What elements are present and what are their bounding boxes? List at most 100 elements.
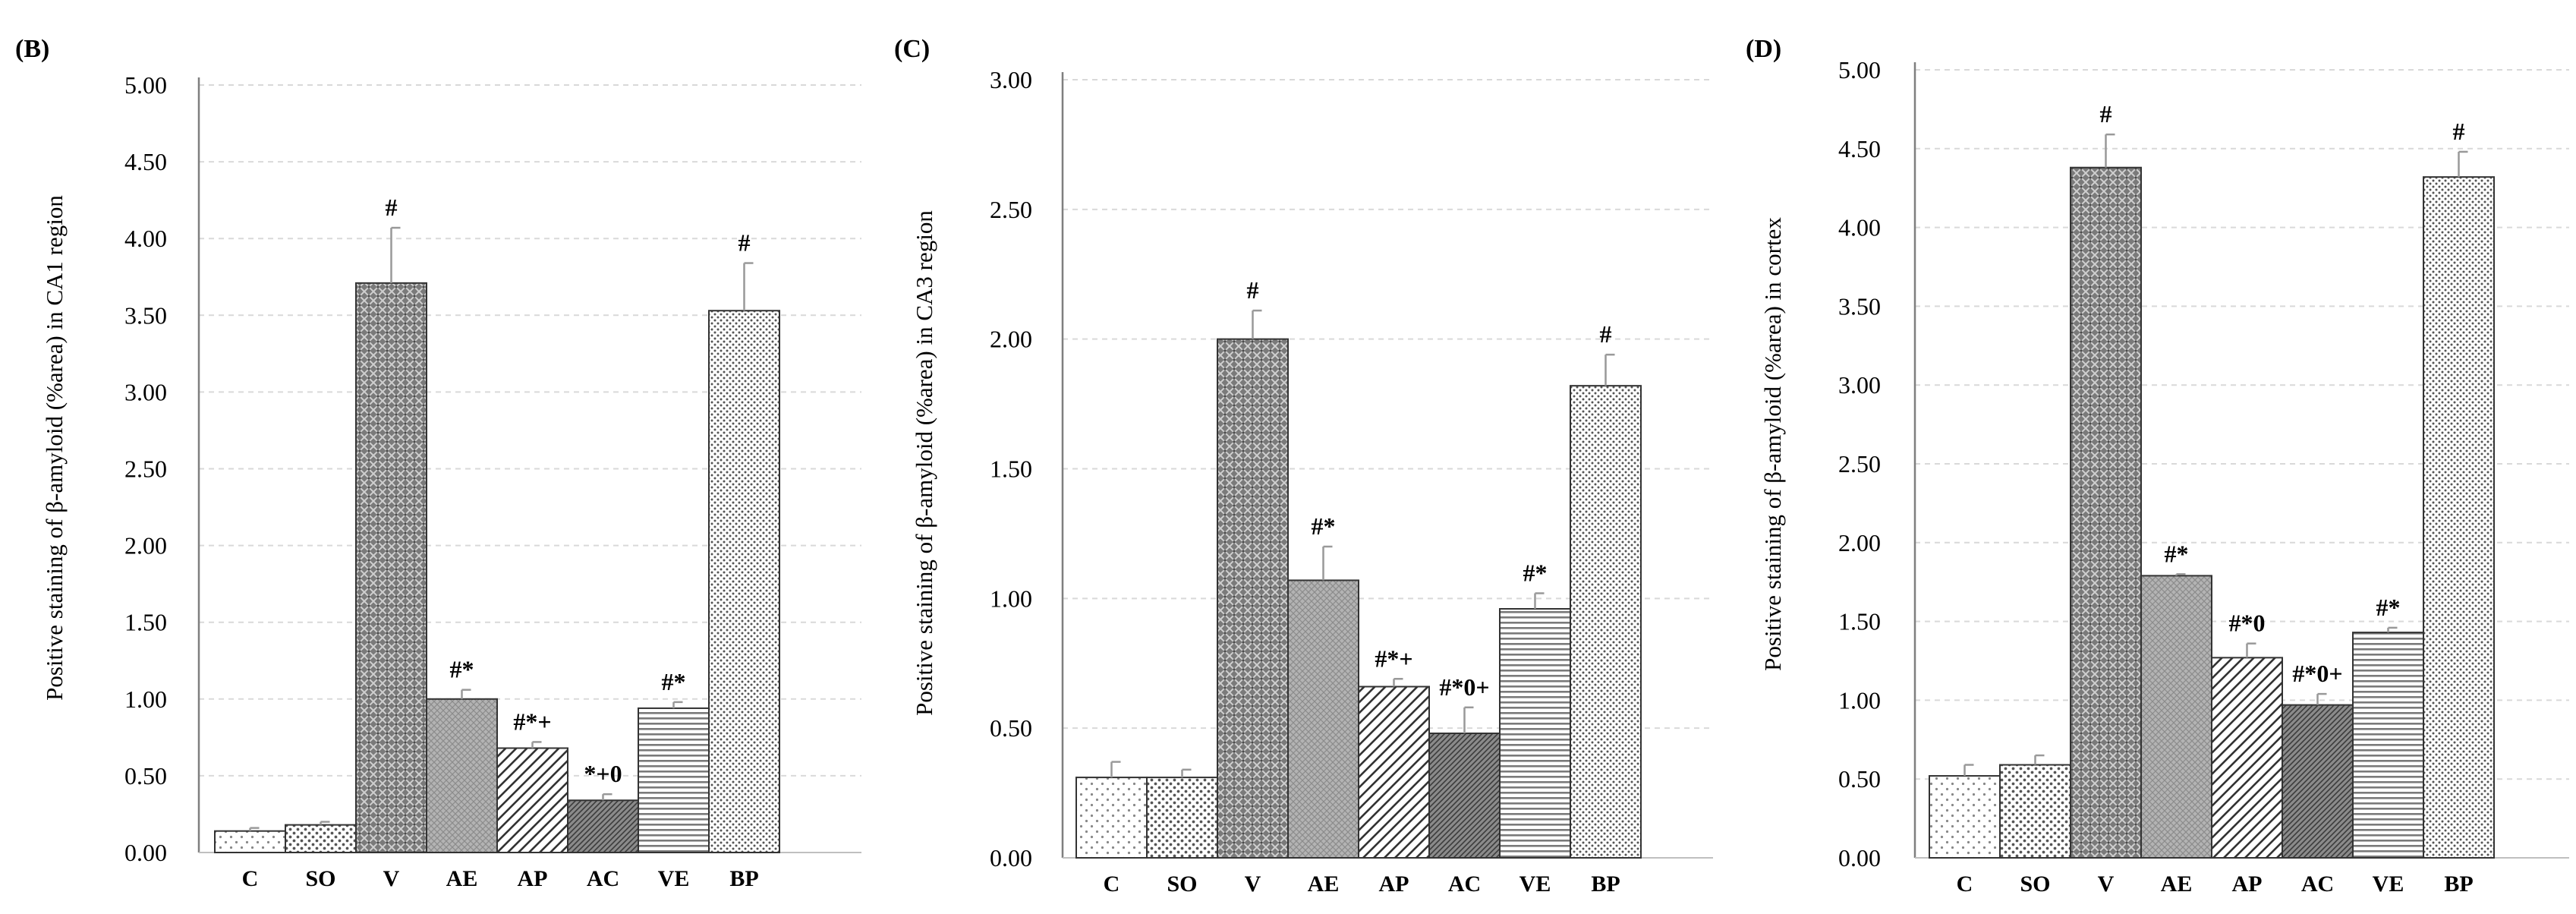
bar-ap [1358,686,1430,859]
y-tick-label: 1.50 [124,609,167,636]
bar-so [285,824,357,854]
y-tick-label: 5.00 [124,71,167,99]
significance-label: #* [1312,512,1336,540]
bar-c [214,830,286,854]
y-tick-label: 2.50 [124,455,167,483]
y-tick-label: 2.50 [1838,450,1881,477]
bar-ve [638,707,710,853]
y-axis-title: Positive staining of β-amyloid (%area) i… [1759,217,1786,671]
significance-label: #* [450,656,474,683]
bar-ac [567,799,639,853]
panel-label: (C) [894,35,930,63]
y-tick-label: 1.00 [990,585,1032,612]
significance-label: #*0 [2229,610,2266,637]
y-tick-label: 3.50 [1838,292,1881,320]
chart-panel-b: (B) Positive staining of β-amyloid (%are… [15,35,861,891]
chart-panel-c: (C) Positive staining of β-amyloid (%are… [894,35,1713,897]
bar-bp [2423,176,2495,859]
bar-so [1999,764,2071,859]
x-tick-label: VE [658,866,690,891]
bar-ac [1428,733,1501,859]
y-tick-label: 0.50 [990,714,1032,742]
significance-label: #* [2376,594,2401,621]
significance-label: #*0+ [1439,673,1489,701]
bar-ae [426,698,498,853]
significance-label: # [2453,118,2465,145]
y-tick-label: 0.00 [124,839,167,866]
x-tick-label: AE [446,866,478,891]
bar-bp [708,310,780,853]
bar-v [2070,166,2142,859]
bar-ap [2211,657,2283,859]
bar-v [1217,338,1289,859]
significance-label: # [2100,100,2112,128]
x-tick-label: AP [1379,871,1409,897]
y-tick-label: 4.50 [1838,135,1881,162]
chart-panel-d: (D) Positive staining of β-amyloid (%are… [1746,35,2569,897]
significance-label: #* [662,668,686,695]
bar-so [1146,777,1218,859]
y-tick-label: 0.00 [1838,844,1881,871]
significance-label: #* [1523,559,1548,587]
y-tick-label: 2.50 [990,196,1032,223]
significance-label: # [738,229,751,257]
significance-label: # [1247,276,1259,304]
x-tick-label: SO [305,866,335,891]
bar-ve [1499,608,1571,859]
x-tick-label: BP [2444,871,2473,897]
significance-label: *+0 [584,760,622,787]
bar-ve [2352,632,2424,859]
y-tick-label: 1.50 [990,455,1032,483]
bar-ap [496,747,568,854]
significance-label: #*+ [513,708,551,735]
y-tick-label: 1.00 [1838,686,1881,714]
x-tick-label: C [1957,871,1973,897]
x-tick-label: V [383,866,400,891]
x-tick-label: AE [2161,871,2193,897]
panel-label: (D) [1746,35,1781,63]
y-axis-title: Positive staining of β-amyloid (%area) i… [911,210,937,716]
bar-bp [1570,385,1642,859]
x-tick-label: AP [2232,871,2263,897]
y-tick-label: 0.00 [990,844,1032,871]
x-tick-label: VE [2373,871,2404,897]
panel-label: (B) [15,35,49,63]
y-tick-label: 3.00 [1838,371,1881,399]
y-tick-label: 3.50 [124,301,167,329]
y-tick-label: 0.50 [1838,765,1881,793]
significance-label: #*+ [1375,645,1412,672]
y-axis-title: Positive staining of β-amyloid (%area) i… [41,195,68,701]
y-tick-label: 1.50 [1838,608,1881,635]
significance-label: #*0+ [2292,660,2342,687]
bar-ae [2140,575,2212,859]
y-tick-label: 3.00 [990,66,1032,93]
x-tick-label: C [242,866,259,891]
x-tick-label: C [1104,871,1120,897]
x-tick-label: AP [518,866,548,891]
bar-v [355,282,427,853]
x-tick-label: V [2098,871,2115,897]
x-tick-label: BP [1591,871,1620,897]
x-tick-label: AE [1308,871,1340,897]
bar-ac [2282,704,2354,859]
y-tick-label: 4.00 [124,225,167,252]
y-tick-label: 2.00 [990,326,1032,353]
x-tick-label: VE [1519,871,1551,897]
y-tick-label: 0.50 [124,762,167,790]
significance-label: # [386,194,398,221]
bar-ae [1287,579,1359,859]
y-tick-label: 5.00 [1838,56,1881,84]
y-tick-label: 2.00 [1838,529,1881,556]
x-tick-label: SO [1167,871,1197,897]
bar-c [1075,777,1148,859]
y-tick-label: 3.00 [124,378,167,405]
significance-label: # [1600,320,1612,348]
x-tick-label: BP [729,866,758,891]
x-tick-label: AC [1448,871,1481,897]
x-tick-label: V [1245,871,1261,897]
y-tick-label: 2.00 [124,532,167,559]
x-tick-label: SO [2020,871,2050,897]
y-tick-label: 4.00 [1838,214,1881,241]
x-tick-label: AC [587,866,619,891]
bar-c [1929,775,2001,859]
